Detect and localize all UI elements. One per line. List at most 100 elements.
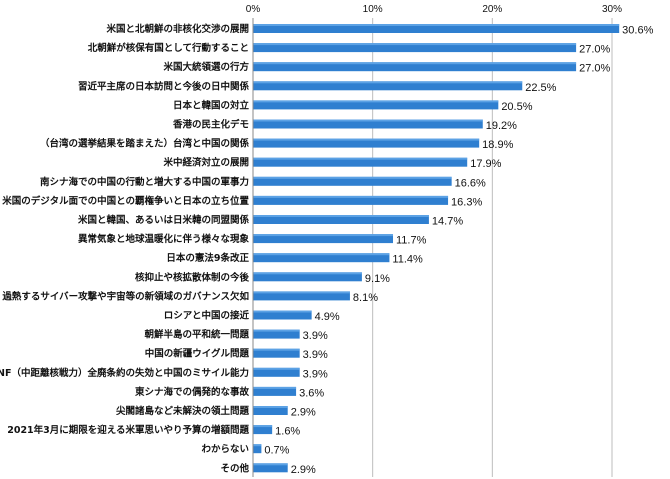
bar bbox=[253, 138, 480, 148]
category-label: 米国と韓国、あるいは日米韓の同盟関係 bbox=[77, 214, 250, 226]
bar bbox=[253, 348, 300, 358]
value-label: 0.7% bbox=[264, 445, 289, 457]
bar bbox=[253, 425, 273, 435]
value-label: 11.4% bbox=[392, 254, 423, 266]
bar-highlight bbox=[253, 215, 429, 217]
bar bbox=[253, 444, 262, 454]
bar bbox=[253, 329, 300, 339]
value-label: 9.1% bbox=[365, 273, 390, 285]
gridlines bbox=[372, 18, 613, 477]
category-label: 習近平主席の日本訪問と今後の日中関係 bbox=[78, 80, 250, 92]
bar-highlight bbox=[253, 119, 483, 122]
bar-highlight bbox=[253, 444, 262, 447]
bar-highlight bbox=[253, 138, 480, 141]
bar-highlight bbox=[253, 386, 297, 389]
value-label: 22.5% bbox=[525, 82, 556, 94]
bar bbox=[253, 215, 429, 224]
bar bbox=[253, 81, 523, 91]
category-label: ロシアと中国の接近 bbox=[164, 310, 250, 322]
bar bbox=[253, 43, 577, 53]
value-label: 27.0% bbox=[579, 44, 610, 56]
category-label: 過熱するサイバー攻撃や宇宙等の新領域のガバナンス欠如 bbox=[1, 290, 249, 302]
bar-highlight bbox=[253, 100, 499, 103]
bar-highlight bbox=[253, 253, 390, 256]
bar-highlight bbox=[253, 329, 300, 332]
value-labels: 30.6% 27.0% 27.0% 22.5% 20.5% 19.2% 18.9% 17.9%… bbox=[264, 25, 653, 476]
bars bbox=[253, 24, 620, 473]
category-label: 香港の民主化デモ bbox=[172, 119, 249, 131]
bar bbox=[253, 176, 452, 186]
bar bbox=[253, 234, 394, 244]
category-label: 南シナ海での中国の行動と増大する中国の軍事力 bbox=[40, 176, 249, 188]
bar bbox=[253, 272, 362, 282]
bar bbox=[253, 367, 300, 377]
category-label: 2021年3月に期限を迎える米軍思いやり予算の増額問題 bbox=[7, 424, 249, 436]
value-label: 16.3% bbox=[451, 196, 482, 208]
category-label: 朝鮮半島の平和統一問題 bbox=[144, 329, 249, 341]
value-label: 17.9% bbox=[470, 158, 501, 170]
bar bbox=[253, 291, 350, 301]
value-label: 11.7% bbox=[396, 235, 427, 247]
value-label: 8.1% bbox=[353, 292, 378, 304]
value-label: 2.9% bbox=[291, 464, 316, 476]
bar bbox=[253, 119, 483, 129]
bar-highlight bbox=[253, 406, 288, 408]
bar bbox=[253, 406, 288, 415]
value-label: 2.9% bbox=[291, 407, 316, 419]
bar bbox=[253, 253, 390, 263]
category-label: 東シナ海での偶発的な事故 bbox=[134, 386, 250, 398]
value-label: 3.6% bbox=[299, 387, 324, 399]
category-label: INF（中距離核戦力）全廃条約の失効と中国のミサイル能力 bbox=[0, 367, 249, 379]
bar-highlight bbox=[253, 348, 300, 351]
x-tick-label: 10% bbox=[363, 4, 383, 15]
category-label: 日本の憲法9条改正 bbox=[166, 252, 249, 264]
x-tick-label: 30% bbox=[602, 4, 622, 15]
value-label: 1.6% bbox=[275, 426, 300, 438]
value-label: 16.6% bbox=[455, 177, 486, 189]
x-tick-label: 20% bbox=[482, 4, 502, 15]
category-label: 異常気象と地球温暖化に伴う様々な現象 bbox=[78, 233, 250, 245]
value-label: 20.5% bbox=[501, 101, 532, 113]
bar-highlight bbox=[253, 310, 312, 313]
category-label: 米国と北朝鮮の非核化交渉の展開 bbox=[105, 23, 249, 35]
bar bbox=[253, 24, 620, 33]
category-label: 北朝鮮が核保有国として行動すること bbox=[88, 42, 249, 54]
bar-highlight bbox=[253, 234, 394, 237]
category-label: （台湾の選挙結果を踏まえた）台湾と中国の関係 bbox=[40, 138, 250, 150]
value-label: 3.9% bbox=[303, 349, 328, 361]
bar bbox=[253, 195, 449, 205]
bar-highlight bbox=[253, 367, 300, 370]
category-label: 米国大統領選の行方 bbox=[162, 61, 249, 73]
bar-highlight bbox=[253, 62, 577, 65]
category-label: 米中経済対立の展開 bbox=[162, 157, 249, 169]
value-label: 18.9% bbox=[482, 139, 513, 151]
bar-highlight bbox=[253, 272, 362, 275]
bar-highlight bbox=[253, 425, 273, 428]
bar bbox=[253, 157, 468, 167]
bar-highlight bbox=[253, 291, 350, 294]
bar-highlight bbox=[253, 176, 452, 179]
bar bbox=[253, 100, 499, 110]
value-label: 27.0% bbox=[579, 63, 610, 75]
value-label: 14.7% bbox=[432, 216, 463, 228]
category-labels: 米国と北朝鮮の非核化交渉の展開北朝鮮が核保有国として行動すること米国大統領選の行… bbox=[0, 23, 249, 474]
value-label: 19.2% bbox=[486, 120, 517, 132]
bar-highlight bbox=[253, 157, 468, 160]
category-label: 日本と韓国の対立 bbox=[173, 99, 250, 111]
bar-highlight bbox=[253, 24, 620, 26]
bar-highlight bbox=[253, 81, 523, 84]
category-label: わからない bbox=[201, 444, 249, 455]
category-label: 米国のデジタル面での中国との覇権争いと日本の立ち位置 bbox=[1, 195, 249, 207]
bar bbox=[253, 463, 288, 473]
bar bbox=[253, 386, 297, 396]
category-label: 尖閣諸島など未解決の領土問題 bbox=[116, 405, 250, 417]
tick-labels: 0% 10% 20% 30% bbox=[246, 4, 622, 15]
x-tick-label: 0% bbox=[246, 4, 261, 15]
category-label: 中国の新疆ウイグル問題 bbox=[145, 348, 250, 360]
category-label: 核抑止や核拡散体制の今後 bbox=[135, 271, 250, 283]
bar-highlight bbox=[253, 463, 288, 466]
value-label: 4.9% bbox=[315, 311, 340, 323]
value-label: 3.9% bbox=[303, 330, 328, 342]
bar-highlight bbox=[253, 43, 577, 46]
